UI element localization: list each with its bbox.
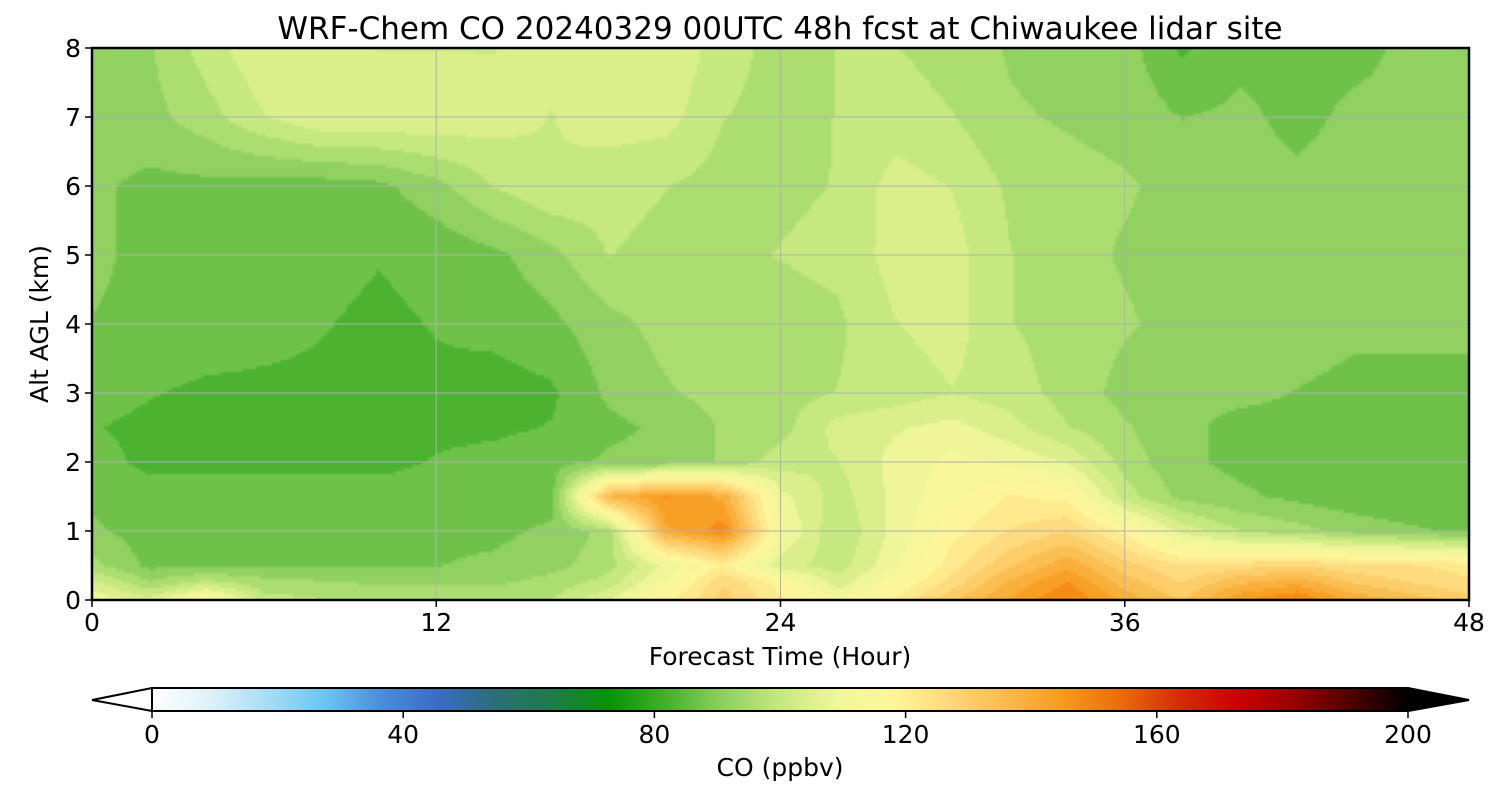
x-axis-ticks: 0 12 24 36 48 bbox=[84, 600, 1485, 637]
colorbar-tick-label: 40 bbox=[387, 720, 419, 749]
y-tick-label: 4 bbox=[65, 310, 81, 339]
colorbar-tick-label: 120 bbox=[882, 720, 930, 749]
y-tick-label: 0 bbox=[65, 586, 81, 615]
grid-lines bbox=[92, 48, 1469, 600]
colorbar-tick-label: 200 bbox=[1384, 720, 1432, 749]
colorbar-label: CO (ppbv) bbox=[717, 753, 844, 782]
colorbar: 0 40 80 120 160 200 CO (ppbv) bbox=[91, 686, 1470, 782]
colorbar-ticks: 0 40 80 120 160 200 bbox=[144, 711, 1432, 749]
y-tick-label: 1 bbox=[65, 517, 81, 546]
y-axis-label: Alt AGL (km) bbox=[25, 245, 54, 403]
colorbar-over-extension bbox=[1407, 686, 1470, 713]
colorbar-under-extension bbox=[91, 686, 153, 713]
colorbar-tick-label: 160 bbox=[1133, 720, 1181, 749]
y-tick-label: 2 bbox=[65, 448, 81, 477]
colorbar-body bbox=[151, 687, 1409, 712]
x-axis-label: Forecast Time (Hour) bbox=[649, 642, 912, 671]
y-tick-label: 7 bbox=[65, 103, 81, 132]
y-tick-label: 3 bbox=[65, 379, 81, 408]
colorbar-tick-label: 80 bbox=[638, 720, 670, 749]
y-tick-label: 5 bbox=[65, 241, 81, 270]
x-tick-label: 12 bbox=[420, 608, 452, 637]
y-tick-label: 8 bbox=[65, 34, 81, 63]
y-axis-ticks: 0 1 2 3 4 5 6 7 8 bbox=[65, 34, 92, 615]
chart-title: WRF-Chem CO 20240329 00UTC 48h fcst at C… bbox=[277, 11, 1282, 47]
y-tick-label: 6 bbox=[65, 172, 81, 201]
x-tick-label: 0 bbox=[84, 608, 100, 637]
x-tick-label: 36 bbox=[1109, 608, 1141, 637]
x-tick-label: 24 bbox=[765, 608, 797, 637]
colorbar-tick-label: 0 bbox=[144, 720, 160, 749]
x-tick-label: 48 bbox=[1453, 608, 1485, 637]
